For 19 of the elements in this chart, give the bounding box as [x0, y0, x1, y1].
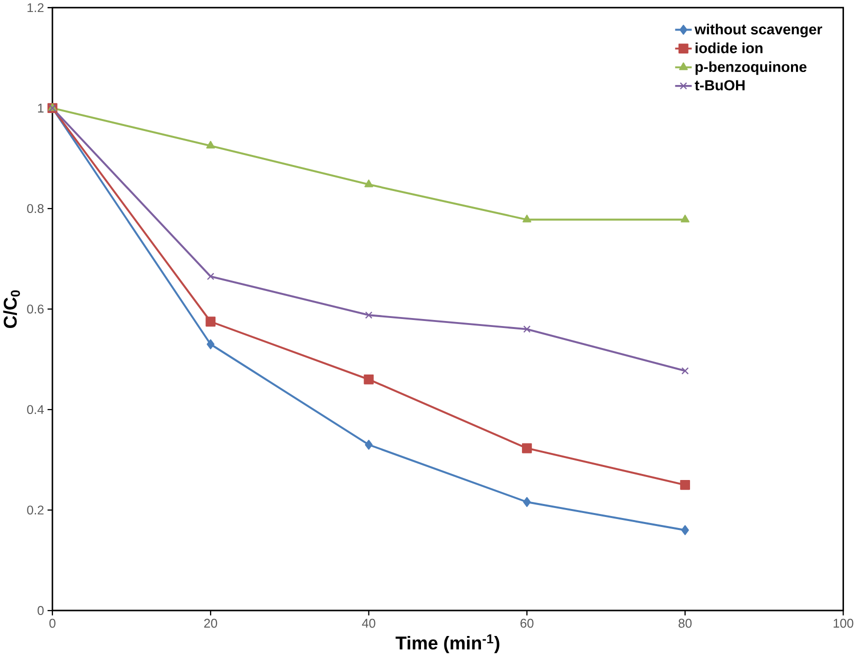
legend-label: t-BuOH	[694, 80, 745, 90]
x-tick-label: 0	[49, 618, 56, 628]
x-tick-label: 20	[204, 618, 218, 628]
x-tick-label: 100	[834, 618, 854, 628]
legend-label: iodide ion	[696, 42, 762, 54]
y-tick-label: 0.8	[27, 204, 44, 213]
y-tick-label: 0.6	[27, 304, 44, 314]
y-axis-title: C/C$_{0}$	[3, 290, 20, 328]
y-tick-label: 0.2	[27, 505, 44, 514]
legend-label: without scavenger	[694, 24, 822, 38]
x-tick-label: 80	[678, 618, 692, 628]
x-axis-title: Time (min$^{-1}$)	[396, 634, 500, 653]
y-tick-label: 0.4	[27, 404, 44, 414]
y-tick-label: 1	[38, 104, 44, 112]
y-tick-label: 1.2	[28, 3, 44, 12]
x-tick-label: 60	[520, 618, 534, 628]
y-tick-label: 0	[38, 606, 44, 615]
legend-label: p-benzoquinone	[696, 61, 806, 75]
x-tick-label: 40	[362, 618, 376, 628]
